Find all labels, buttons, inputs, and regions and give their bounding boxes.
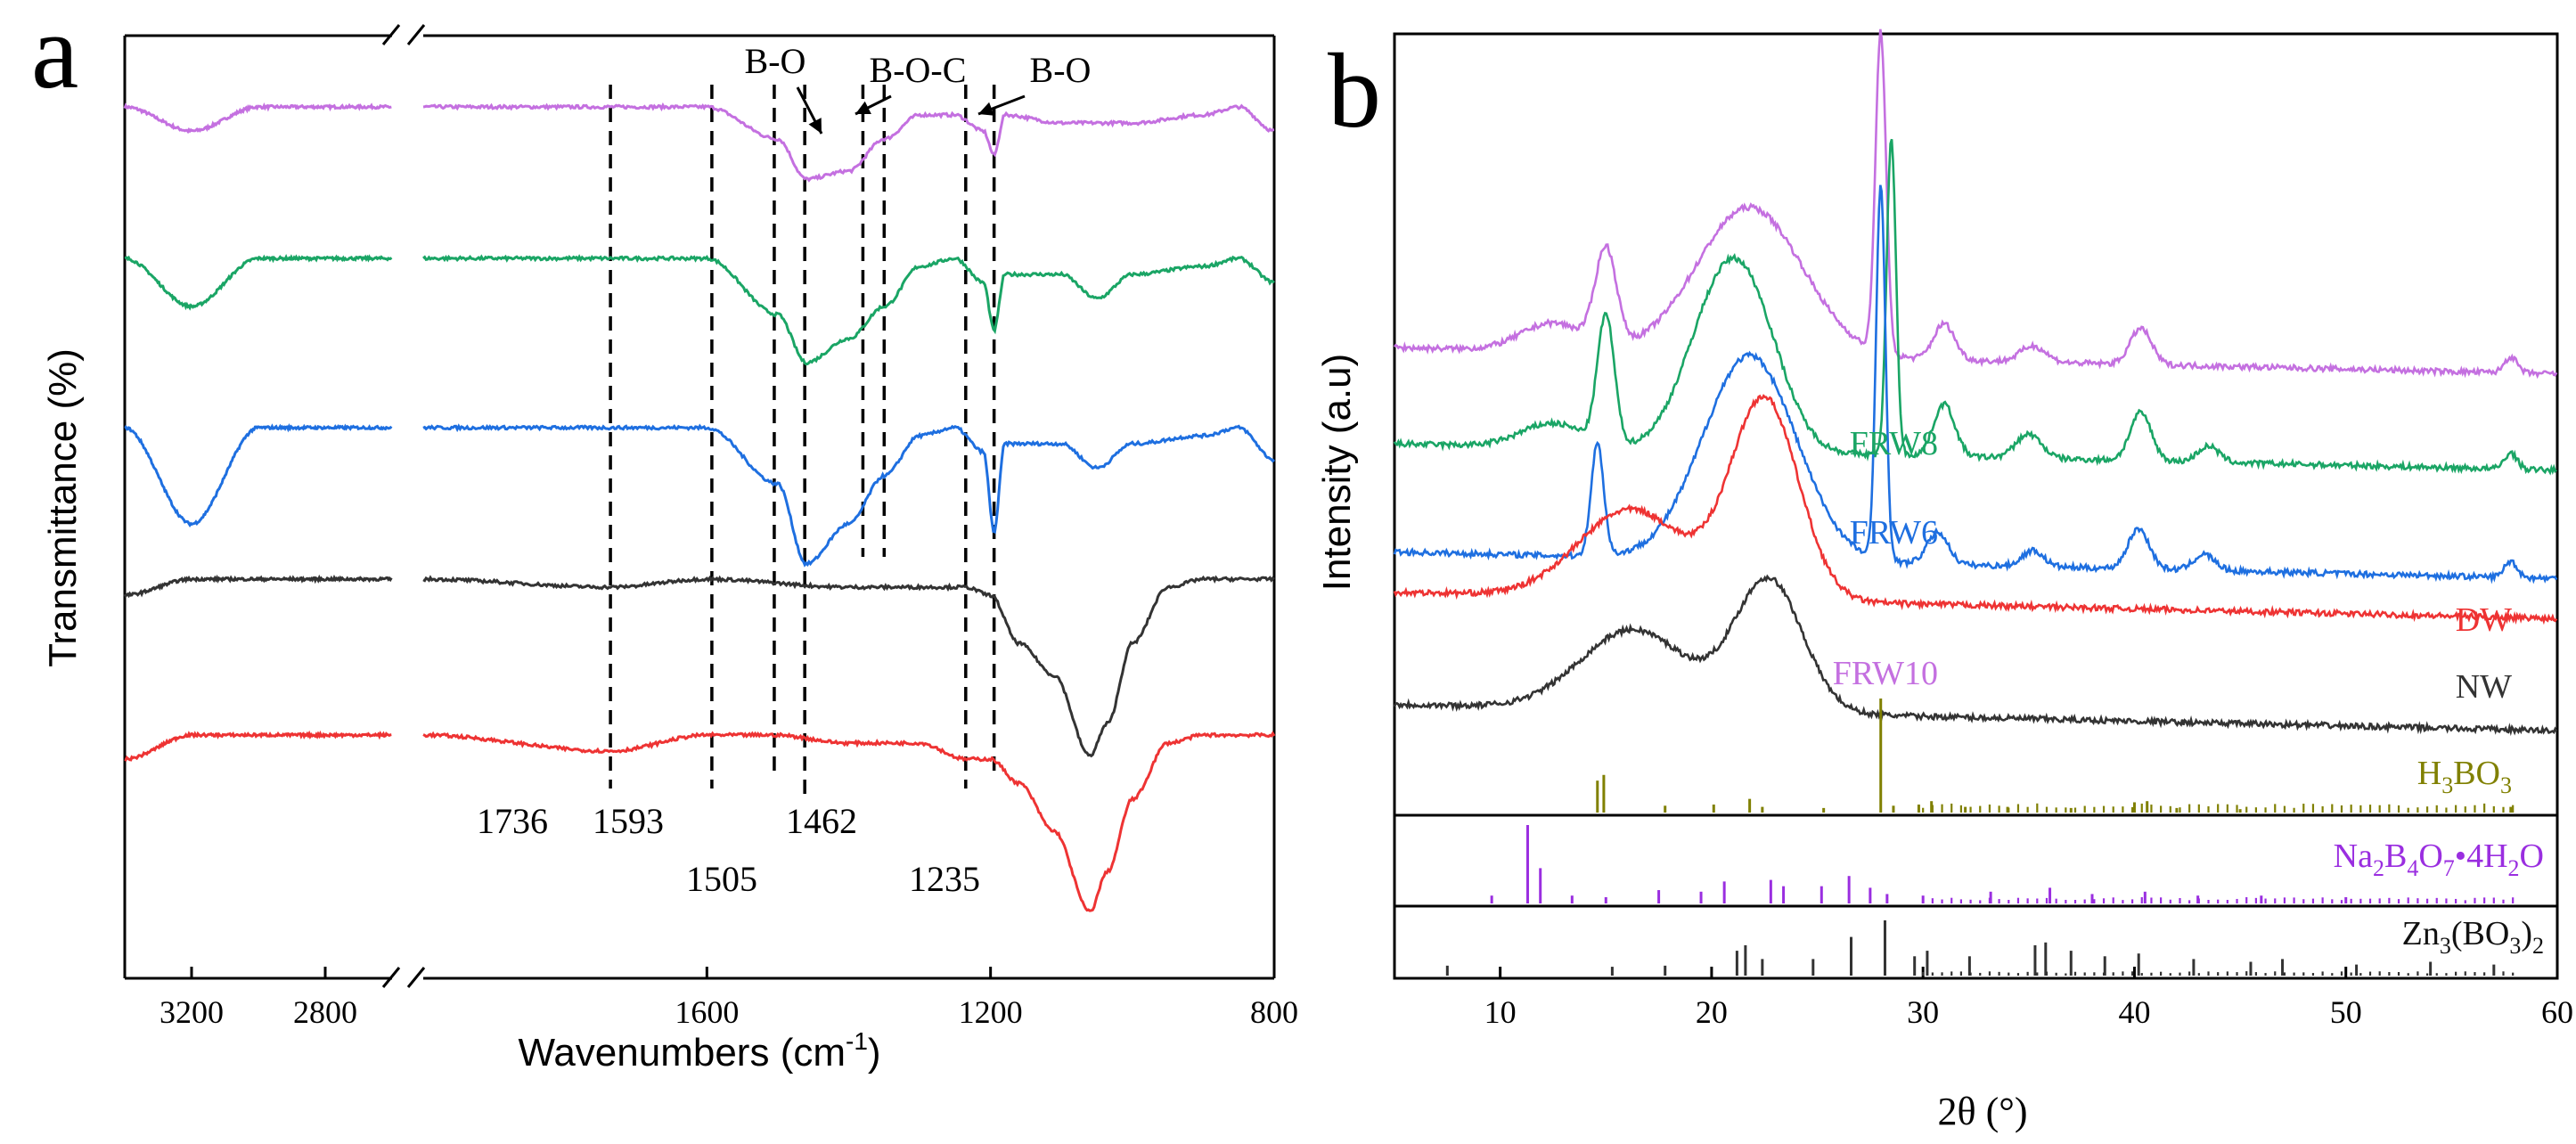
- panel-b: b 10 20 30 40 50 60 FRW10 FRW8 FRW6 DW NW H3B…: [1315, 29, 2573, 1133]
- panel-b-series: [1393, 29, 2558, 737]
- peak-label-1505: 1505: [686, 859, 757, 899]
- xrd-series-frw10: [1393, 29, 2558, 380]
- annotation-arrowhead-0: [808, 118, 822, 134]
- x-tick-label-1600: 1600: [675, 994, 739, 1030]
- legend-dw: DW: [2456, 601, 2512, 639]
- x-tick-label-800: 800: [1250, 994, 1298, 1030]
- legend-nw: NW: [2456, 668, 2512, 706]
- ref-pattern-2: [1445, 920, 2515, 976]
- x-tick-label-2800: 2800: [293, 994, 357, 1030]
- x-tick-label-1200: 1200: [959, 994, 1023, 1030]
- panel-a-x-ticks: 3200 2800 1600 1200 800: [159, 967, 1298, 1030]
- panel-a-axes-frame: [123, 34, 1276, 980]
- xrd-series-frw6: [1393, 184, 2558, 584]
- ref-pattern-1: [1490, 825, 2515, 903]
- panel-a-y-axis-title: Transmittance (%): [41, 348, 85, 667]
- b-x-tick-label-50: 50: [2330, 994, 2362, 1030]
- panel-b-letter: b: [1328, 31, 1381, 150]
- panel-a-reference-lines: [609, 85, 996, 797]
- panel-b-reference-patterns: [1445, 699, 2515, 976]
- panel-a: a 3200 2800 1600 1200 800 1736 1593 1505 1462 12…: [31, 0, 1298, 1075]
- series-frw8: [124, 254, 1275, 366]
- panel-a-peak-labels: 1736 1593 1505 1462 1235: [477, 801, 980, 899]
- peak-label-1462: 1462: [786, 801, 857, 841]
- b-x-tick-label-30: 30: [1907, 994, 1939, 1030]
- annotation-b-o-0: B-O: [745, 41, 806, 81]
- panel-a-annotations: B-O B-O-C B-O: [745, 41, 1092, 135]
- label-h3bo3: H3BO3: [2417, 755, 2512, 798]
- peak-label-1235: 1235: [909, 859, 980, 899]
- xrd-series-nw: [1393, 574, 2558, 737]
- series-frw6: [124, 422, 1276, 568]
- panel-b-x-ticks: 10 20 30 40 50 60: [1484, 967, 2573, 1030]
- series-dw: [124, 730, 1276, 912]
- x-tick-label-3200: 3200: [159, 994, 224, 1030]
- panel-a-series: [123, 102, 1276, 912]
- annotation-b-o-2: B-O: [1030, 50, 1092, 90]
- panel-a-letter: a: [31, 0, 78, 110]
- ref-pattern-0: [1596, 699, 2515, 813]
- peak-label-1736: 1736: [477, 801, 548, 841]
- xrd-series-frw8: [1393, 138, 2557, 476]
- annotation-arrowhead-1: [855, 101, 871, 114]
- xrd-series-dw: [1393, 394, 2558, 625]
- b-x-tick-label-10: 10: [1484, 994, 1517, 1030]
- label-zinc-borate: Zn3(BO3)2: [2402, 915, 2544, 959]
- b-x-tick-label-60: 60: [2541, 994, 2573, 1030]
- b-x-tick-label-20: 20: [1696, 994, 1728, 1030]
- peak-label-1593: 1593: [593, 801, 664, 841]
- legend-frw10: FRW10: [1833, 655, 1938, 692]
- panel-a-x-axis-title: Wavenumbers (cm-1): [518, 1027, 880, 1075]
- legend-frw6: FRW6: [1850, 514, 1938, 552]
- panel-b-y-axis-title: Intensity (a.u): [1315, 354, 1359, 592]
- annotation-arrowhead-2: [978, 102, 994, 116]
- panel-b-x-axis-title: 2θ (°): [1938, 1090, 2028, 1133]
- b-x-tick-label-40: 40: [2118, 994, 2150, 1030]
- panel-b-axes-frame: [1393, 32, 2559, 980]
- series-nw: [123, 574, 1275, 758]
- annotation-b-o-c-1: B-O-C: [870, 50, 967, 90]
- series-frw10: [123, 102, 1275, 183]
- label-borax: Na2B4O7•4H2O: [2334, 838, 2544, 881]
- axis-break-marks: [381, 24, 426, 988]
- legend-frw8: FRW8: [1850, 425, 1938, 462]
